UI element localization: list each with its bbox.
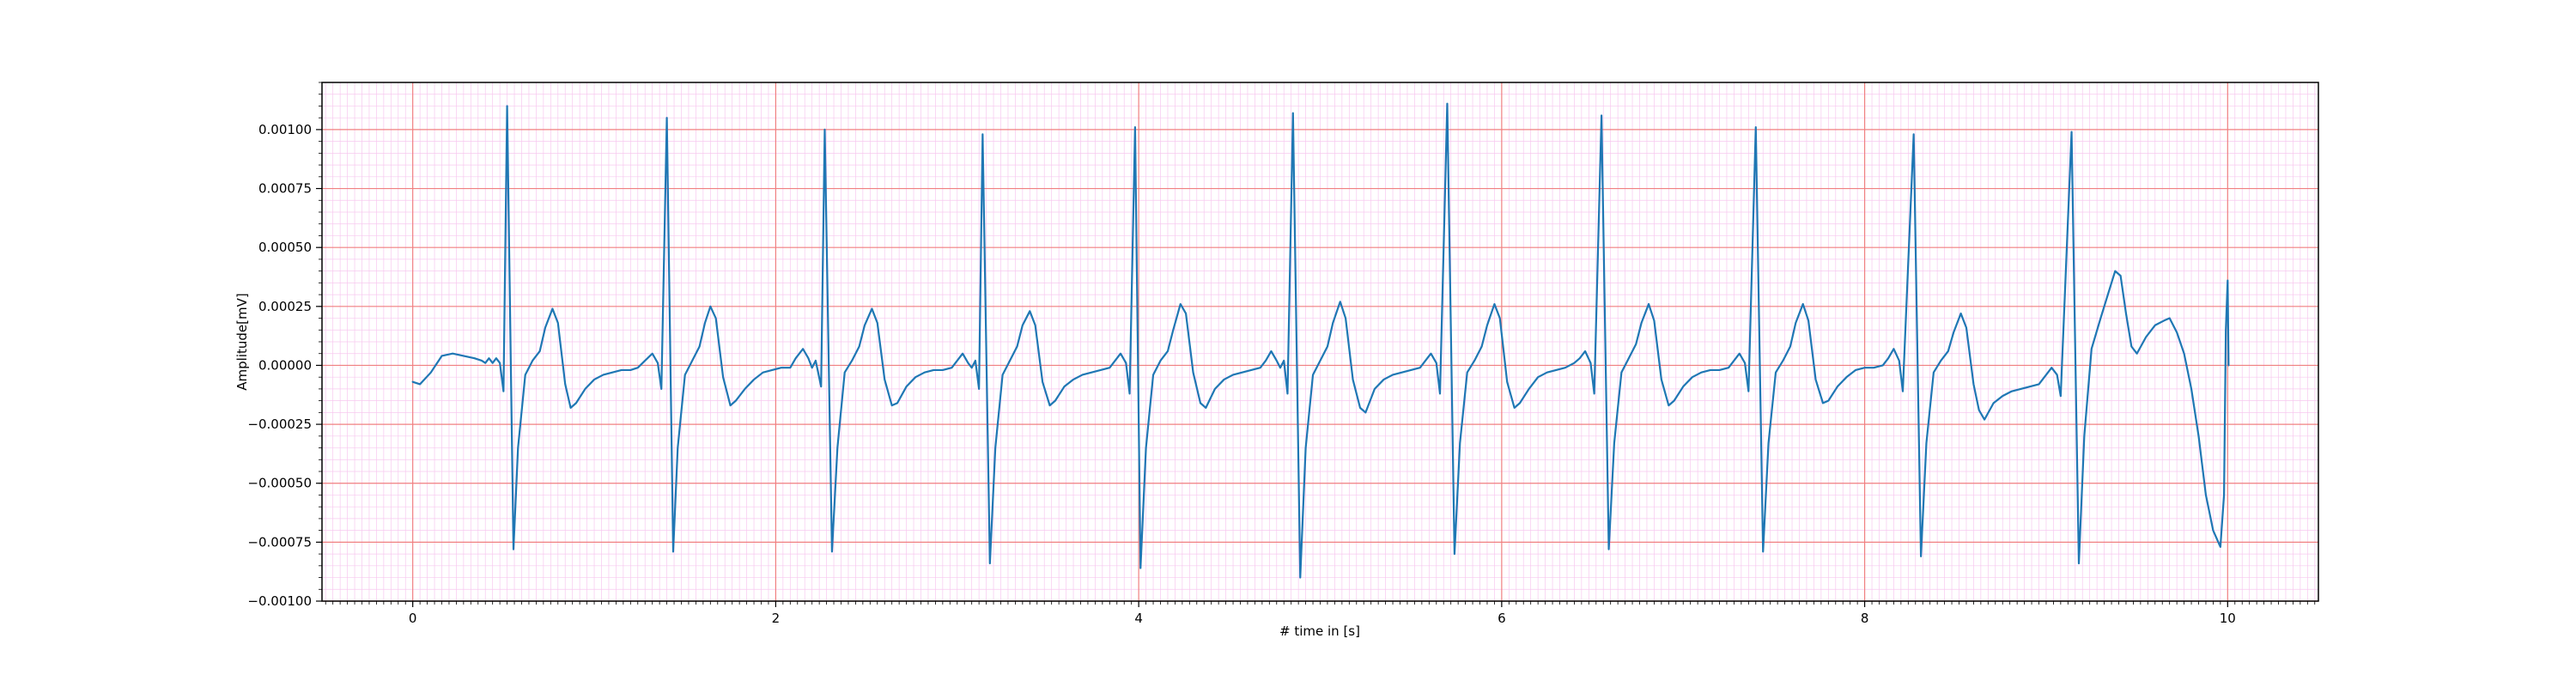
y-tick-label: 0.00050 <box>258 240 312 255</box>
x-tick-label: 8 <box>1861 611 1869 626</box>
x-tick-label: 10 <box>2220 611 2236 626</box>
x-tick-label: 2 <box>772 611 781 626</box>
y-tick-label: −0.00100 <box>247 593 312 609</box>
y-tick-label: −0.00050 <box>247 476 312 491</box>
x-axis-ticks: 0 2 4 6 8 10 <box>409 601 2236 626</box>
y-tick-label: 0.00025 <box>258 299 312 314</box>
x-axis-title: # time in [s] <box>1279 623 1360 639</box>
ecg-series-line <box>411 102 2230 579</box>
y-tick-label: −0.00025 <box>247 416 312 432</box>
y-tick-label: 0.00100 <box>258 122 312 137</box>
x-tick-label: 0 <box>409 611 417 626</box>
series-layer <box>411 102 2230 579</box>
minor-grid <box>322 82 2318 602</box>
y-tick-label: 0.00075 <box>258 181 312 197</box>
x-tick-label: 6 <box>1498 611 1506 626</box>
x-tick-label: 4 <box>1134 611 1143 626</box>
y-axis-title: Amplitude[mV] <box>234 293 250 390</box>
y-tick-label: −0.00075 <box>247 534 312 550</box>
x-axis-minor-ticks <box>325 601 2316 605</box>
y-axis-ticks: −0.00100 −0.00075 −0.00050 −0.00025 0.00000 0… <box>247 122 322 609</box>
y-axis-minor-ticks <box>319 82 322 602</box>
y-tick-label: 0.00000 <box>258 357 312 373</box>
